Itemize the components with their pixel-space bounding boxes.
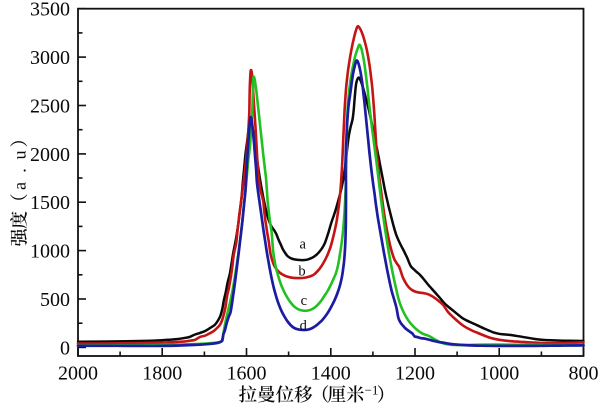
svg-text:1200: 1200 [395,363,435,385]
svg-text:c: c [301,293,307,309]
svg-text:1500: 1500 [30,192,70,214]
svg-text:3500: 3500 [30,0,70,21]
svg-text:1800: 1800 [142,363,182,385]
svg-text:500: 500 [40,289,70,311]
svg-text:1400: 1400 [311,363,351,385]
svg-text:800: 800 [569,363,599,385]
svg-text:a: a [299,237,306,253]
svg-text:0: 0 [60,337,70,359]
svg-text:3000: 3000 [30,47,70,69]
svg-text:d: d [300,318,308,334]
svg-text:b: b [298,264,305,280]
svg-text:1000: 1000 [479,363,519,385]
svg-text:2500: 2500 [30,96,70,118]
svg-text:1000: 1000 [30,241,70,263]
svg-text:2000: 2000 [58,363,98,385]
svg-text:1600: 1600 [227,363,267,385]
svg-text:2000: 2000 [30,144,70,166]
